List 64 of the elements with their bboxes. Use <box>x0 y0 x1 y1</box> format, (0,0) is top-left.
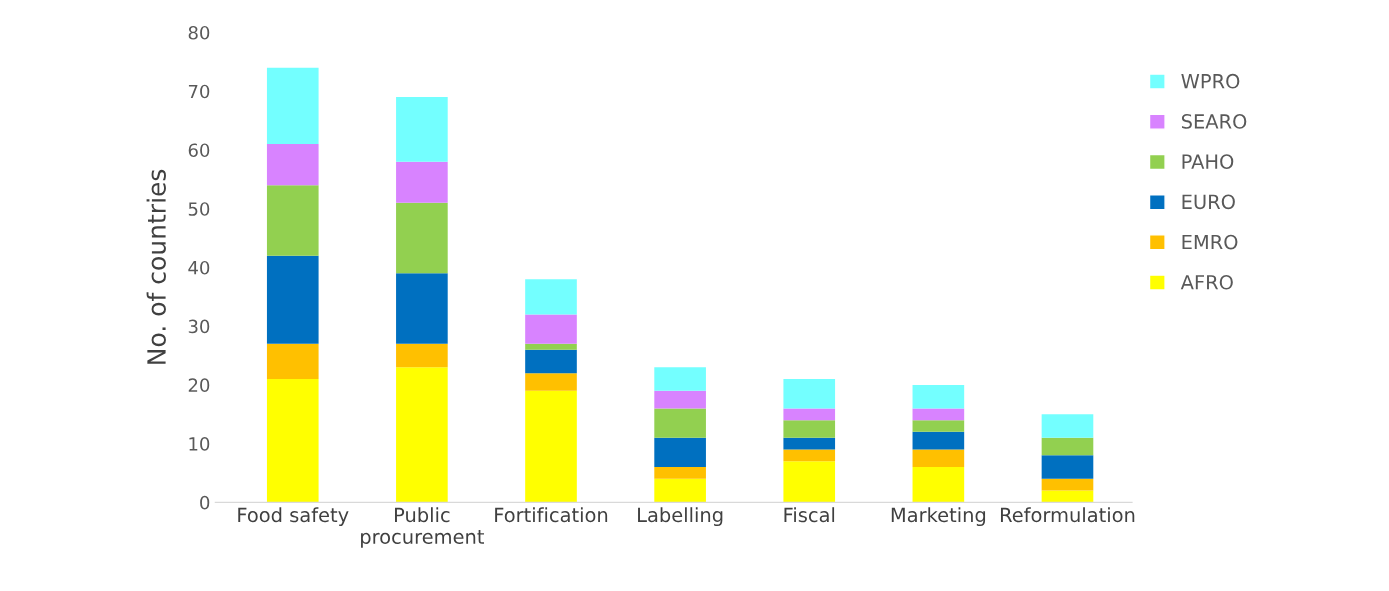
bar <box>912 431 965 450</box>
bar <box>783 420 836 438</box>
bar <box>1041 414 1094 438</box>
bar <box>525 314 577 344</box>
bar <box>654 467 706 479</box>
y-tick-label: 20 <box>188 378 210 393</box>
bar <box>654 408 706 438</box>
bar <box>1041 478 1094 491</box>
bar <box>912 449 965 468</box>
legend-label: EURO <box>1182 194 1235 210</box>
bar <box>525 349 577 374</box>
bar <box>525 343 577 350</box>
bar <box>912 384 965 409</box>
bar <box>912 467 965 503</box>
legend-label: SEARO <box>1181 114 1247 129</box>
bar <box>525 279 577 315</box>
y-tick-label: 60 <box>188 143 210 158</box>
bar <box>396 202 448 274</box>
bar <box>266 185 319 256</box>
x-tick-label: Fortification <box>495 507 608 523</box>
bar <box>1041 490 1094 503</box>
y-axis-title: No. of countries <box>146 169 166 364</box>
legend-label: WPRO <box>1181 73 1240 89</box>
bar <box>396 367 448 503</box>
y-tick-label: 80 <box>188 25 210 40</box>
y-tick-label: 50 <box>188 202 210 216</box>
x-tick-label: Labelling <box>638 507 723 527</box>
legend-label: AFRO <box>1180 274 1233 290</box>
bar <box>1041 455 1094 479</box>
bar <box>396 161 448 203</box>
bar <box>783 408 836 421</box>
y-tick-label: 0 <box>200 495 210 510</box>
y-tick-label: 70 <box>188 84 210 99</box>
y-tick-label: 40 <box>188 260 210 275</box>
bar <box>266 379 319 503</box>
bar <box>266 255 319 344</box>
bar <box>396 273 448 344</box>
bar <box>396 343 448 368</box>
bar <box>396 97 448 162</box>
legend-label: PAHO <box>1182 154 1234 169</box>
y-tick-label: 30 <box>188 319 210 334</box>
bar <box>654 478 706 503</box>
bar <box>783 449 836 462</box>
bar <box>525 390 577 503</box>
x-tick-label: Food safety <box>238 507 349 527</box>
x-tick-label: Marketing <box>891 507 986 527</box>
bar <box>783 379 836 409</box>
bar <box>912 420 965 432</box>
x-tick-label: Fiscal <box>784 507 835 523</box>
legend-label: EMRO <box>1182 234 1238 250</box>
bar <box>1041 437 1094 456</box>
bar <box>783 461 836 503</box>
y-tick-label: 10 <box>189 437 210 451</box>
bar <box>266 144 319 186</box>
bar <box>654 390 706 409</box>
x-tick-label: Public procurement <box>361 507 485 548</box>
bar <box>783 437 836 450</box>
bar <box>654 367 706 391</box>
bar <box>654 437 706 468</box>
bar <box>912 408 965 421</box>
bar <box>525 373 577 391</box>
x-tick-label: Reformulation <box>1000 507 1135 523</box>
bar <box>266 343 319 380</box>
bar <box>266 67 319 145</box>
